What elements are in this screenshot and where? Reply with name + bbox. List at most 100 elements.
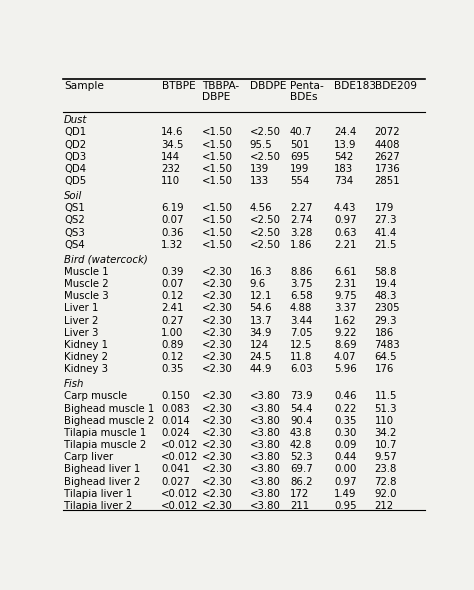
Text: <2.30: <2.30: [202, 391, 233, 401]
Text: 3.44: 3.44: [290, 316, 312, 326]
Text: 0.36: 0.36: [161, 228, 184, 238]
Text: <1.50: <1.50: [202, 127, 233, 137]
Text: 40.7: 40.7: [290, 127, 312, 137]
Text: 3.28: 3.28: [290, 228, 312, 238]
Text: 0.97: 0.97: [334, 477, 356, 487]
Text: 0.39: 0.39: [161, 267, 184, 277]
Text: 0.35: 0.35: [334, 416, 356, 426]
Text: 54.4: 54.4: [290, 404, 312, 414]
Text: 2627: 2627: [374, 152, 400, 162]
Text: 199: 199: [290, 164, 310, 174]
Text: Bighead liver 2: Bighead liver 2: [64, 477, 140, 487]
Text: <2.50: <2.50: [249, 240, 281, 250]
Text: 133: 133: [249, 176, 269, 186]
Text: 0.150: 0.150: [161, 391, 190, 401]
Text: <3.80: <3.80: [249, 416, 281, 426]
Text: 110: 110: [374, 416, 393, 426]
Text: QS4: QS4: [64, 240, 85, 250]
Text: 212: 212: [374, 501, 393, 511]
Text: <2.30: <2.30: [202, 316, 233, 326]
Text: 9.22: 9.22: [334, 328, 356, 337]
Text: <0.012: <0.012: [161, 489, 199, 499]
Text: 0.30: 0.30: [334, 428, 356, 438]
Text: 7.05: 7.05: [290, 328, 312, 337]
Text: 86.2: 86.2: [290, 477, 312, 487]
Text: 58.8: 58.8: [374, 267, 397, 277]
Text: Carp liver: Carp liver: [64, 452, 113, 462]
Text: 51.3: 51.3: [374, 404, 397, 414]
Text: <1.50: <1.50: [202, 228, 233, 238]
Text: 44.9: 44.9: [249, 364, 272, 374]
Text: 0.63: 0.63: [334, 228, 356, 238]
Text: Bighead liver 1: Bighead liver 1: [64, 464, 140, 474]
Text: 27.3: 27.3: [374, 215, 397, 225]
Text: <2.30: <2.30: [202, 428, 233, 438]
Text: <2.30: <2.30: [202, 501, 233, 511]
Text: 72.8: 72.8: [374, 477, 397, 487]
Text: 0.014: 0.014: [161, 416, 190, 426]
Text: 34.5: 34.5: [161, 140, 184, 150]
Text: QD4: QD4: [64, 164, 86, 174]
Text: <2.30: <2.30: [202, 291, 233, 301]
Text: 6.19: 6.19: [161, 204, 184, 213]
Text: 23.8: 23.8: [374, 464, 397, 474]
Text: <1.50: <1.50: [202, 204, 233, 213]
Text: Bighead muscle 2: Bighead muscle 2: [64, 416, 154, 426]
Text: 43.8: 43.8: [290, 428, 312, 438]
Text: 144: 144: [161, 152, 181, 162]
Text: Soil: Soil: [64, 191, 82, 201]
Text: 13.9: 13.9: [334, 140, 356, 150]
Text: 110: 110: [161, 176, 181, 186]
Text: <2.30: <2.30: [202, 489, 233, 499]
Text: Carp muscle: Carp muscle: [64, 391, 127, 401]
Text: 172: 172: [290, 489, 309, 499]
Text: 0.35: 0.35: [161, 364, 184, 374]
Text: 90.4: 90.4: [290, 416, 312, 426]
Text: 7483: 7483: [374, 340, 400, 350]
Text: <2.30: <2.30: [202, 440, 233, 450]
Text: 0.12: 0.12: [161, 291, 184, 301]
Text: 0.27: 0.27: [161, 316, 184, 326]
Text: 11.8: 11.8: [290, 352, 312, 362]
Text: 41.4: 41.4: [374, 228, 397, 238]
Text: Fish: Fish: [64, 379, 84, 389]
Text: 4.88: 4.88: [290, 303, 312, 313]
Text: 9.75: 9.75: [334, 291, 357, 301]
Text: 54.6: 54.6: [249, 303, 272, 313]
Text: 29.3: 29.3: [374, 316, 397, 326]
Text: Muscle 3: Muscle 3: [64, 291, 109, 301]
Text: Muscle 2: Muscle 2: [64, 279, 109, 289]
Text: Tilapia muscle 2: Tilapia muscle 2: [64, 440, 146, 450]
Text: 1.32: 1.32: [161, 240, 184, 250]
Text: 0.024: 0.024: [161, 428, 190, 438]
Text: <1.50: <1.50: [202, 140, 233, 150]
Text: QS2: QS2: [64, 215, 85, 225]
Text: 1736: 1736: [374, 164, 400, 174]
Text: Dust: Dust: [64, 115, 87, 125]
Text: Penta-
BDEs: Penta- BDEs: [290, 81, 324, 103]
Text: 695: 695: [290, 152, 310, 162]
Text: Kidney 1: Kidney 1: [64, 340, 108, 350]
Text: DBDPE: DBDPE: [250, 81, 286, 91]
Text: 2.31: 2.31: [334, 279, 356, 289]
Text: 139: 139: [249, 164, 269, 174]
Text: 11.5: 11.5: [374, 391, 397, 401]
Text: 19.4: 19.4: [374, 279, 397, 289]
Text: Kidney 3: Kidney 3: [64, 364, 108, 374]
Text: <0.012: <0.012: [161, 452, 199, 462]
Text: 542: 542: [334, 152, 353, 162]
Text: 52.3: 52.3: [290, 452, 312, 462]
Text: 1.86: 1.86: [290, 240, 312, 250]
Text: 1.62: 1.62: [334, 316, 356, 326]
Text: 95.5: 95.5: [249, 140, 272, 150]
Text: Kidney 2: Kidney 2: [64, 352, 108, 362]
Text: <3.80: <3.80: [249, 501, 281, 511]
Text: Muscle 1: Muscle 1: [64, 267, 109, 277]
Text: 4.56: 4.56: [249, 204, 272, 213]
Text: <0.012: <0.012: [161, 501, 199, 511]
Text: <2.50: <2.50: [249, 215, 281, 225]
Text: 0.97: 0.97: [334, 215, 356, 225]
Text: 0.07: 0.07: [161, 279, 184, 289]
Text: <2.30: <2.30: [202, 404, 233, 414]
Text: 0.083: 0.083: [161, 404, 190, 414]
